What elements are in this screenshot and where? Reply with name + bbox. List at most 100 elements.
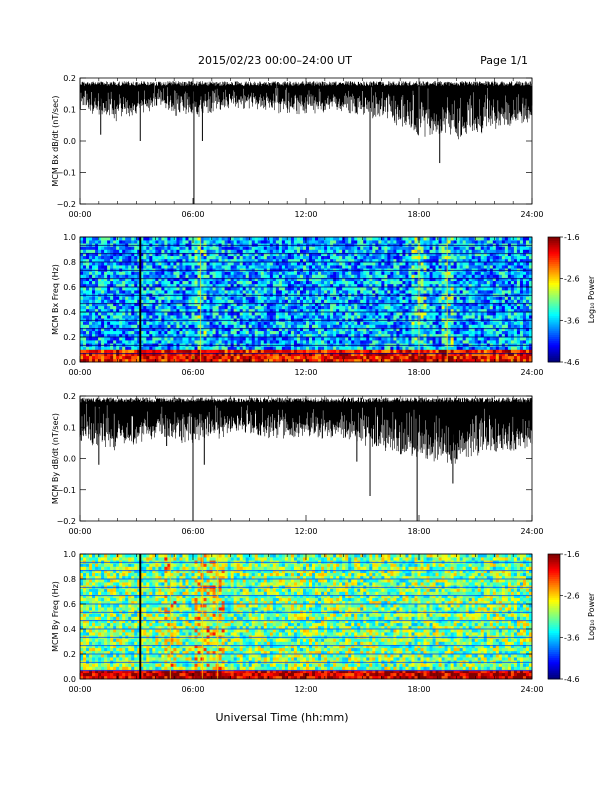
spectrogram-cell <box>312 327 316 332</box>
spectrogram-cell <box>369 312 373 316</box>
spectrogram-cell <box>390 255 394 260</box>
spectrogram-cell <box>218 349 222 353</box>
spectrogram-cell <box>188 237 192 241</box>
spectrogram-cell <box>215 240 219 244</box>
spectrogram-cell <box>354 290 358 294</box>
spectrogram-cell <box>218 333 222 338</box>
spectrogram-cell <box>432 287 436 291</box>
spectrogram-cell <box>339 305 343 310</box>
spectrogram-cell <box>324 312 328 316</box>
spectrogram-cell <box>101 308 105 313</box>
spectrogram-cell <box>122 333 126 338</box>
spectrogram-cell <box>200 337 204 341</box>
spectrogram-cell <box>351 296 355 300</box>
spectrogram-cell <box>239 355 244 360</box>
spectrogram-cell <box>83 290 87 294</box>
spectrogram-cell <box>98 302 102 307</box>
spectrogram-cell <box>110 280 114 285</box>
spectrogram-cell <box>432 312 436 316</box>
spectrogram-cell <box>363 252 367 257</box>
spectrogram-cell <box>275 246 280 250</box>
spectrogram-cell <box>191 346 195 350</box>
spectrogram-cell <box>309 308 313 313</box>
spectrogram-cell <box>387 277 391 282</box>
spectrogram-cell <box>411 240 415 244</box>
spectrogram-cell <box>438 249 442 253</box>
spectrogram-cell <box>393 330 397 335</box>
spectrogram-cell <box>435 287 439 291</box>
spectrogram-cell <box>131 237 135 241</box>
spectrogram-cell <box>86 271 90 275</box>
spectrogram-cell <box>351 255 355 260</box>
spectrogram-cell <box>348 324 352 328</box>
spectrogram-cell <box>333 271 337 275</box>
spectrogram-cell <box>236 274 240 278</box>
spectrogram-cell <box>248 252 253 257</box>
spectrogram-cell <box>248 333 253 338</box>
spectrogram-cell <box>441 305 445 310</box>
spectrogram-cell <box>104 296 108 300</box>
spectrogram-cell <box>101 349 105 353</box>
spectrogram-cell <box>119 302 123 307</box>
spectrogram-cell <box>137 333 141 338</box>
spectrogram-cell <box>230 277 234 282</box>
spectrogram-cell <box>98 340 102 344</box>
spectrogram-cell <box>122 299 126 303</box>
spectrogram-cell <box>411 283 415 288</box>
spectrogram-cell <box>390 355 394 360</box>
spectrogram-cell <box>254 296 259 300</box>
spectrogram-cell <box>372 355 376 360</box>
spectrogram-cell <box>354 237 358 241</box>
spectrogram-cell <box>92 274 96 278</box>
spectrogram-cell <box>302 249 307 253</box>
spectrogram-cell <box>336 305 340 310</box>
spectrogram-cell <box>381 312 385 316</box>
spectrogram-cell <box>393 337 397 341</box>
spectrogram-cell <box>447 255 451 260</box>
spectrogram-cell <box>158 271 162 275</box>
spectrogram-cell <box>170 358 174 363</box>
spectrogram-cell <box>110 246 114 250</box>
spectrogram-cell <box>140 252 144 257</box>
spectrogram-cell <box>318 305 322 310</box>
spectrogram-cell <box>321 340 325 344</box>
spectrogram-cell <box>438 258 442 263</box>
spectrogram-cell <box>414 308 418 313</box>
spectrogram-cell <box>315 324 319 328</box>
spectrogram-cell <box>239 349 244 353</box>
spectrogram-cell <box>339 327 343 332</box>
spectrogram-cell <box>206 333 210 338</box>
spectrogram-cell <box>348 283 352 288</box>
spectrogram-cell <box>122 330 126 335</box>
spectrogram-cell <box>254 246 259 250</box>
spectrogram-cell <box>188 280 192 285</box>
spectrogram-cell <box>197 262 201 266</box>
spectrogram-cell <box>218 265 222 269</box>
spectrogram-cell <box>236 287 240 291</box>
spectrogram-cell <box>435 302 439 307</box>
spectrogram-cell <box>296 274 301 278</box>
spectrogram-cell <box>357 274 361 278</box>
spectrogram-cell <box>405 324 409 328</box>
spectrogram-cell <box>342 346 346 350</box>
spectrogram-cell <box>432 340 436 344</box>
spectrogram-cell <box>122 346 126 350</box>
spectrogram-cell <box>302 349 307 353</box>
spectrogram-cell <box>128 337 132 341</box>
spectrogram-cell <box>327 349 331 353</box>
spectrogram-cell <box>212 246 216 250</box>
spectrogram-cell <box>170 352 174 357</box>
spectrogram-cell <box>408 352 412 357</box>
spectrogram-cell <box>257 290 262 294</box>
spectrogram-cell <box>290 265 295 269</box>
spectrogram-cell <box>176 308 180 313</box>
spectrogram-cell <box>372 255 376 260</box>
spectrogram-cell <box>299 287 304 291</box>
spectrogram-cell <box>420 321 424 325</box>
spectrogram-cell <box>375 312 379 316</box>
spectrogram-cell <box>152 258 156 263</box>
spectrogram-cell <box>137 337 141 341</box>
y-axis-label: MCM Bx dB/dt (nT/sec) <box>51 95 60 186</box>
spectrogram-cell <box>176 240 180 244</box>
spectrogram-cell <box>447 340 451 344</box>
